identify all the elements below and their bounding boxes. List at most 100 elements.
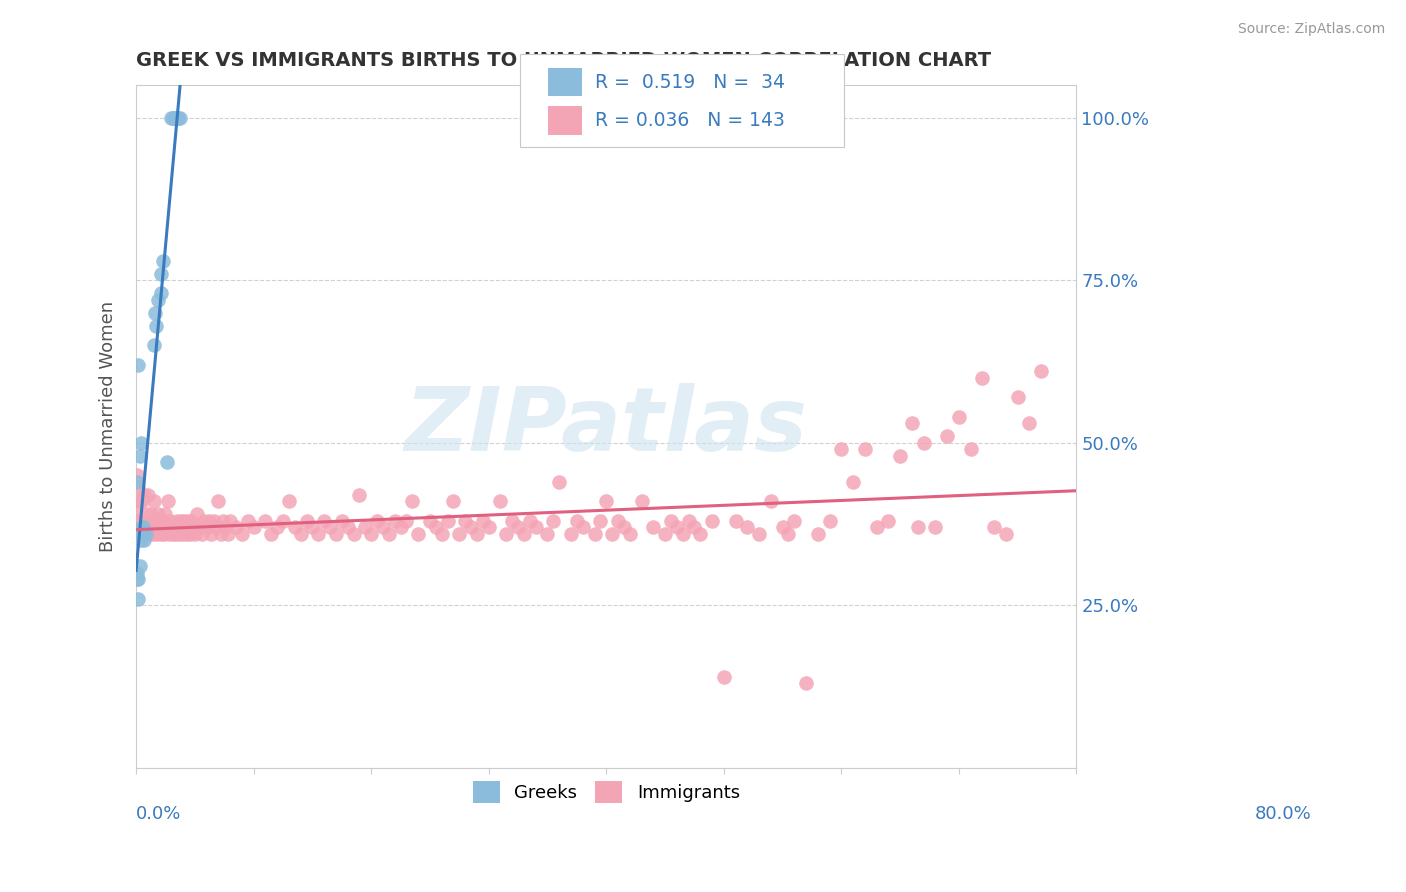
Point (430, 526, 453, 541)
Point (583, 526, 606, 541)
Point (184, 526, 207, 541)
Point (683, 520, 706, 534)
Point (156, 494, 179, 508)
Point (643, 520, 665, 534)
Text: 0.0%: 0.0% (136, 805, 181, 823)
Text: Source: ZipAtlas.com: Source: ZipAtlas.com (1237, 22, 1385, 37)
Point (395, 514, 418, 528)
Point (613, 520, 636, 534)
Point (449, 526, 471, 541)
Point (290, 526, 312, 541)
Point (600, 526, 623, 541)
Point (134, 488, 156, 502)
Point (948, 409, 970, 424)
Point (212, 514, 235, 528)
Point (659, 514, 682, 528)
Point (166, 514, 188, 528)
Point (336, 520, 359, 534)
Point (924, 520, 946, 534)
Point (135, 507, 157, 521)
Point (156, 520, 179, 534)
Point (167, 111, 190, 125)
Point (436, 514, 458, 528)
Point (972, 370, 994, 384)
Point (163, 520, 186, 534)
Point (214, 520, 236, 534)
Point (242, 520, 264, 534)
Point (127, 481, 149, 495)
Point (443, 494, 465, 508)
Y-axis label: Births to Unmarried Women: Births to Unmarried Women (100, 301, 117, 552)
Point (371, 520, 394, 534)
Point (489, 494, 512, 508)
Point (134, 526, 156, 541)
Point (907, 520, 929, 534)
Point (607, 514, 630, 528)
Point (143, 306, 166, 320)
Point (142, 338, 165, 352)
Point (128, 514, 150, 528)
Point (202, 514, 225, 528)
Point (853, 442, 876, 457)
Point (141, 507, 163, 521)
Point (360, 526, 382, 541)
Point (177, 520, 200, 534)
Point (319, 520, 342, 534)
Point (983, 520, 1005, 534)
Point (176, 526, 198, 541)
Point (471, 514, 494, 528)
Point (193, 514, 215, 528)
Point (131, 494, 153, 508)
Point (589, 514, 612, 528)
Point (128, 559, 150, 574)
Point (131, 520, 153, 534)
Point (173, 514, 195, 528)
Point (654, 526, 676, 541)
Point (936, 429, 959, 443)
Point (180, 514, 202, 528)
Point (830, 442, 852, 457)
Point (132, 520, 155, 534)
Point (143, 520, 166, 534)
Point (713, 670, 735, 684)
Point (174, 520, 197, 534)
Point (127, 358, 149, 372)
Point (254, 514, 277, 528)
Point (127, 514, 149, 528)
Point (172, 526, 194, 541)
Point (200, 526, 222, 541)
Point (162, 526, 184, 541)
Point (127, 500, 149, 515)
Point (166, 111, 188, 125)
Point (186, 507, 208, 521)
Point (148, 507, 170, 521)
Point (138, 520, 160, 534)
Point (149, 267, 172, 281)
Point (818, 514, 841, 528)
Point (127, 566, 149, 580)
Point (737, 520, 759, 534)
Point (156, 455, 179, 469)
Point (295, 514, 318, 528)
Point (155, 507, 177, 521)
Point (678, 514, 700, 528)
Point (565, 514, 588, 528)
Point (162, 111, 184, 125)
Point (284, 520, 307, 534)
Point (191, 526, 214, 541)
Point (148, 293, 170, 307)
Point (560, 526, 582, 541)
Point (127, 520, 149, 534)
Point (772, 520, 794, 534)
Point (219, 514, 242, 528)
Point (217, 526, 239, 541)
Point (901, 416, 924, 430)
Point (630, 494, 652, 508)
Point (425, 520, 447, 534)
Point (519, 514, 541, 528)
Point (548, 475, 571, 489)
Point (163, 520, 186, 534)
Point (129, 533, 152, 548)
Point (127, 475, 149, 489)
Point (994, 526, 1017, 541)
